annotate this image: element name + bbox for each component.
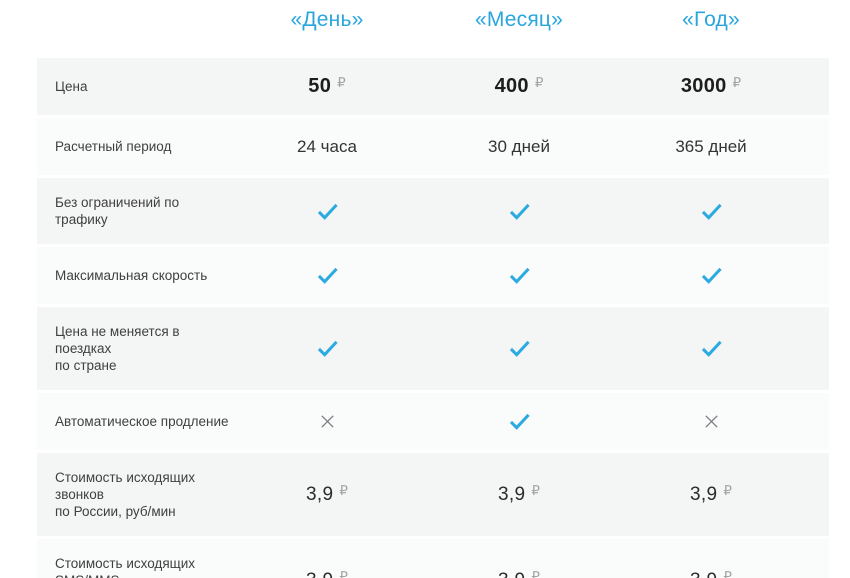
ruble-sign: ₽ (723, 568, 732, 578)
table-cell (231, 393, 423, 450)
row-label: Максимальная скорость (55, 268, 208, 283)
table-cell (423, 178, 615, 244)
table-cell: 3,9 ₽ (231, 539, 423, 578)
table-cell (231, 307, 423, 390)
text-value: 365 дней (675, 136, 747, 156)
table-cell: 3,9 ₽ (231, 453, 423, 536)
table-row: Расчетный период 24 часа 30 дней 365 дней (37, 118, 829, 175)
price-value: 50 (308, 75, 332, 97)
table-row: Стоимость исходящих звонков по России, р… (37, 453, 829, 536)
check-icon (317, 203, 338, 220)
price-value: 3,9 (690, 483, 718, 505)
table-cell (615, 247, 807, 304)
table-row: Без ограничений по трафику (37, 178, 829, 244)
check-icon (509, 413, 530, 430)
row-label: Расчетный период (55, 139, 172, 154)
price-value: 400 (494, 75, 529, 97)
table-cell: 3,9 ₽ (423, 453, 615, 536)
ruble-sign: ₽ (337, 74, 346, 90)
table-cell (423, 307, 615, 390)
ruble-sign: ₽ (732, 74, 742, 90)
ruble-sign: ₽ (339, 568, 348, 578)
table-cell (615, 393, 807, 450)
ruble-sign: ₽ (531, 482, 540, 498)
table-cell: 3,9 ₽ (615, 453, 807, 536)
table-cell: 3,9 ₽ (615, 539, 807, 578)
check-icon (509, 267, 530, 284)
ruble-sign: ₽ (534, 74, 544, 90)
text-value: 24 часа (297, 136, 357, 156)
check-icon (509, 340, 530, 357)
table-cell (231, 178, 423, 244)
column-header-day: «День» (290, 8, 364, 31)
check-icon (701, 267, 722, 284)
table-row: Стоимость исходящих SMS/MMS по России, р… (37, 539, 829, 578)
row-label: Стоимость исходящих SMS/MMS по России, р… (55, 556, 196, 578)
table-cell: 400 ₽ (423, 58, 615, 115)
text-value: 30 дней (488, 136, 550, 156)
check-icon (509, 203, 530, 220)
price-value: 3,9 (306, 570, 333, 578)
table-row: Максимальная скорость (37, 247, 829, 304)
price-value: 3,9 (306, 483, 334, 505)
table-cell (423, 247, 615, 304)
table-cell: 3,9 ₽ (423, 539, 615, 578)
table-row: Цена не меняется в поездках по стране (37, 307, 829, 390)
table-cell (423, 393, 615, 450)
header-row: «День» «Месяц» «Год» (37, 0, 829, 55)
cross-icon (704, 415, 718, 428)
ruble-sign: ₽ (531, 568, 540, 578)
ruble-sign: ₽ (723, 482, 732, 498)
price-value: 3,9 (498, 483, 526, 505)
table-row: Цена 50 ₽400 ₽3000 ₽ (37, 58, 829, 115)
table-cell (615, 307, 807, 390)
row-label: Без ограничений по трафику (55, 195, 180, 227)
header-spacer (37, 0, 231, 55)
table-cell: 365 дней (615, 118, 807, 175)
price-value: 3,9 (690, 570, 717, 578)
table-cell (231, 247, 423, 304)
table-cell: 24 часа (231, 118, 423, 175)
check-icon (317, 267, 338, 284)
row-label: Стоимость исходящих звонков по России, р… (55, 470, 196, 519)
table-cell: 30 дней (423, 118, 615, 175)
table-row: Автоматическое продление (37, 393, 829, 450)
ruble-sign: ₽ (339, 482, 348, 498)
price-value: 3000 (680, 75, 727, 97)
row-label: Цена (55, 79, 88, 94)
price-value: 3,9 (498, 570, 525, 578)
table-cell: 3000 ₽ (615, 58, 807, 115)
cross-icon (320, 415, 334, 428)
table-cell (615, 178, 807, 244)
table-cell: 50 ₽ (231, 58, 423, 115)
column-header-year: «Год» (682, 8, 740, 31)
row-label: Автоматическое продление (55, 414, 229, 429)
check-icon (701, 203, 722, 220)
column-header-month: «Месяц» (474, 8, 564, 31)
check-icon (317, 340, 338, 357)
check-icon (701, 340, 722, 357)
row-label: Цена не меняется в поездках по стране (55, 324, 180, 373)
